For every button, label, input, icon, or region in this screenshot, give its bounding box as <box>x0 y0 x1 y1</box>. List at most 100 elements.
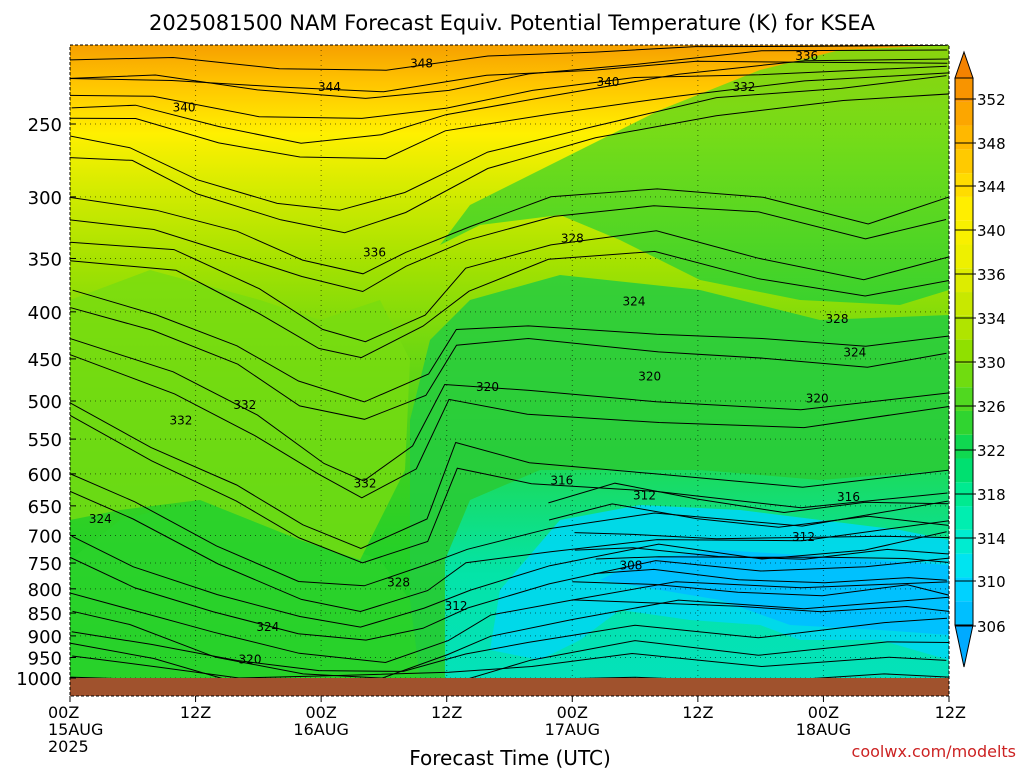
x-tick-label: 12Z <box>682 703 713 722</box>
contour-line <box>70 230 949 343</box>
contour-line <box>70 250 949 359</box>
warm-mid-left-region <box>70 270 410 560</box>
y-tick-label: 1000 <box>16 669 62 690</box>
colorbar-swatch <box>955 601 973 625</box>
colorbar-label: 318 <box>977 486 1006 504</box>
contour-label: 332 <box>233 398 256 412</box>
colorbar-label: 334 <box>977 310 1006 328</box>
y-tick-label: 750 <box>28 554 62 575</box>
theta-e-field: 348 344 340 340 336 332 336 328 324 328 324 320 320 3… <box>70 45 949 678</box>
contour-line <box>574 547 949 560</box>
contour-line <box>70 473 948 587</box>
contour-line <box>574 532 949 540</box>
colorbar-swatch <box>955 387 973 411</box>
colorbar-label: 314 <box>977 530 1006 548</box>
contour-line <box>70 75 947 211</box>
contour-line <box>70 673 949 678</box>
colorbar-label: 326 <box>977 398 1006 416</box>
contour-label: 324 <box>89 512 112 526</box>
colorbar-swatch <box>955 292 973 316</box>
contour-line <box>595 556 949 563</box>
colorbar-swatch <box>955 244 973 269</box>
y-tick-label: 500 <box>28 392 62 413</box>
grid-lines <box>70 45 949 678</box>
y-axis: 2503003504004505005506006507007508008509… <box>16 115 76 690</box>
colorbar-swatch <box>955 101 973 126</box>
contour-label: 348 <box>410 57 433 71</box>
colorbar-label: 344 <box>977 178 1006 196</box>
colorbar-label: 310 <box>977 573 1006 591</box>
colorbar-swatch <box>955 339 973 364</box>
colorbar-label: 340 <box>977 222 1006 240</box>
contour-label: 312 <box>792 530 815 544</box>
x-tick-label: 12Z <box>935 703 966 722</box>
contour-label: 320 <box>239 653 262 667</box>
colorbar-swatch <box>955 410 973 435</box>
contour-label: 328 <box>387 575 410 589</box>
contour-label: 320 <box>806 392 829 406</box>
colorbar-swatch <box>955 529 973 554</box>
contour-line <box>72 596 949 678</box>
y-tick-label: 300 <box>28 188 62 209</box>
x-tick-label: 16AUG <box>293 720 348 739</box>
colorbar-label: 330 <box>977 354 1006 372</box>
contour-label: 316 <box>550 474 573 488</box>
contour-label: 340 <box>173 101 196 115</box>
contour-label: 336 <box>795 49 818 63</box>
colorbar-swatch <box>955 220 973 245</box>
colorbar: 306 310 314 318 322 326 330 334 336 340 344 348 352 <box>954 50 1006 668</box>
y-tick-label: 700 <box>28 526 62 547</box>
contour-label: 336 <box>363 246 386 260</box>
x-tick-label: 12Z <box>431 703 462 722</box>
contour-line <box>70 556 949 641</box>
contour-label: 308 <box>619 559 642 573</box>
contour-line <box>593 568 947 584</box>
contour-line <box>70 307 947 420</box>
x-axis-title: Forecast Time (UTC) <box>409 746 611 768</box>
colorbar-swatch <box>955 553 973 578</box>
x-tick-label: 00Z <box>557 703 588 722</box>
x-tick-label: 15AUG <box>48 720 103 739</box>
contour-line <box>70 93 949 234</box>
contour-line <box>70 65 947 119</box>
contour-line <box>70 205 947 293</box>
contour-line <box>71 58 949 144</box>
y-tick-label: 650 <box>28 497 62 518</box>
colorbar-swatch <box>955 196 973 221</box>
contour-label: 332 <box>354 477 377 491</box>
contour-line <box>71 617 948 672</box>
colorbar-label: 352 <box>977 91 1006 109</box>
x-tick-label: 18AUG <box>796 720 851 739</box>
colorbar-bottom-arrow <box>954 624 974 668</box>
colorbar-frame <box>954 77 974 626</box>
colorbar-swatch <box>955 458 973 483</box>
colorbar-swatch <box>955 268 973 293</box>
colorbar-swatch <box>955 315 973 340</box>
contour-label: 344 <box>318 80 341 94</box>
contour-line <box>572 581 949 597</box>
contour-line <box>70 581 948 664</box>
colorbar-swatch <box>955 506 973 530</box>
y-tick-label: 400 <box>28 303 62 324</box>
contour-label: 320 <box>476 380 499 394</box>
contour-line <box>72 652 947 678</box>
colorbar-swatch <box>955 149 973 174</box>
y-tick-label: 250 <box>28 115 62 136</box>
contour-line <box>548 503 949 528</box>
contour-label: 312 <box>445 599 468 613</box>
contour-line <box>70 188 949 275</box>
contour-label: 328 <box>826 312 849 326</box>
contour-line <box>70 490 949 613</box>
contour-label: 332 <box>732 80 755 94</box>
colorbar-top-arrow <box>954 50 974 79</box>
colorbar-swatch <box>955 125 973 150</box>
contour-line <box>70 72 949 160</box>
contour-label: 320 <box>638 369 661 383</box>
colorbar-swatch <box>955 577 973 602</box>
colorbar-label: 336 <box>977 266 1006 284</box>
colorbar-label: 348 <box>977 135 1006 153</box>
contour-label: 332 <box>169 414 192 428</box>
x-tick-label: 17AUG <box>545 720 600 739</box>
